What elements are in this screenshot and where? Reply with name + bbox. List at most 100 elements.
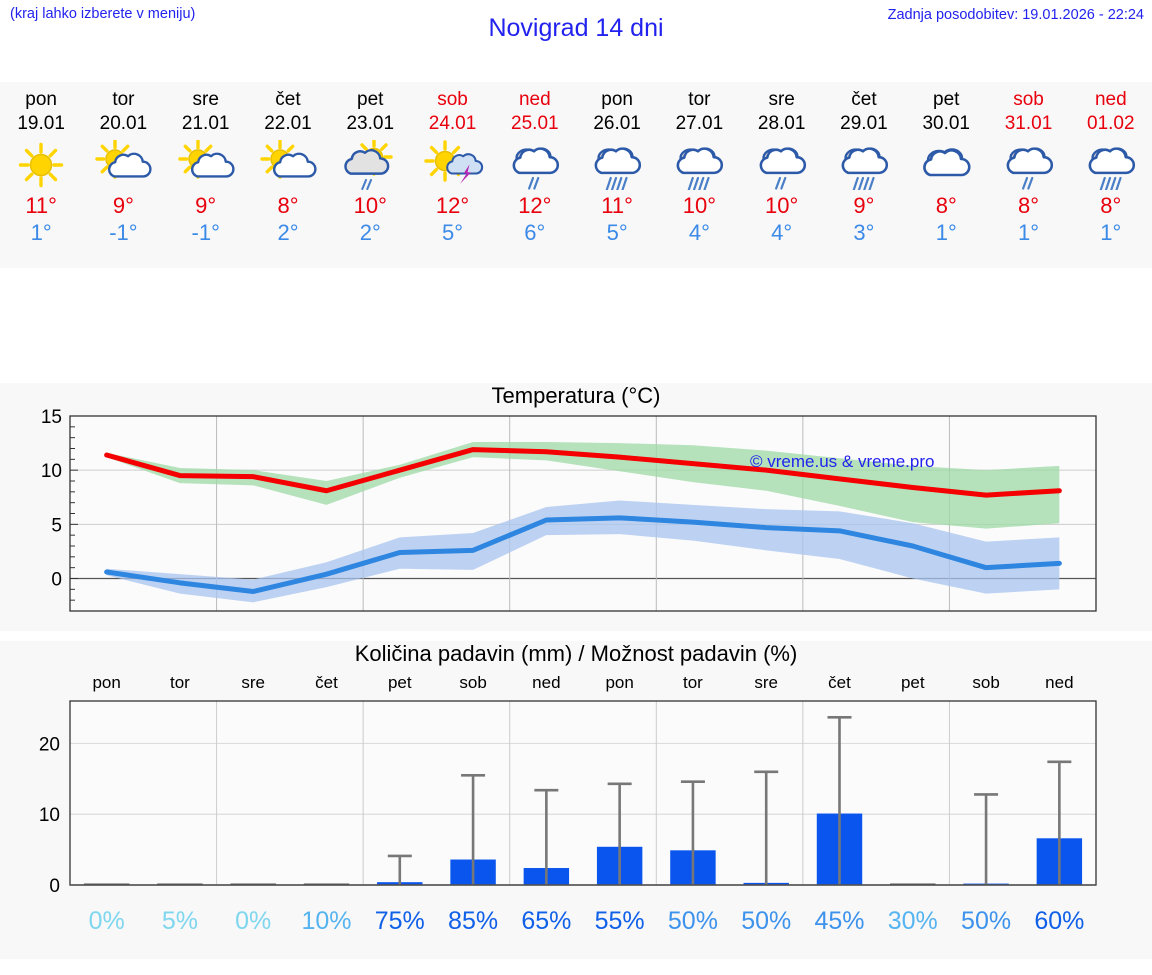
- day-temp-max: 10°: [682, 193, 717, 218]
- svg-text:ned: ned: [1045, 673, 1073, 692]
- day-of-week: tor: [688, 89, 711, 110]
- svg-text:sre: sre: [754, 673, 778, 692]
- day-of-week: čet: [851, 89, 877, 110]
- temperature-chart-title: Temperatura (°C): [491, 383, 661, 408]
- cloud-rain-icon: [997, 138, 1061, 192]
- day-temp-max: 9°: [112, 193, 134, 218]
- svg-text:50%: 50%: [961, 907, 1011, 935]
- svg-text:50%: 50%: [668, 907, 718, 935]
- day-temp-min: 2°: [359, 220, 381, 245]
- daily-forecast-strip: pon 19.01 11° 1° tor 20.01 9° -1° sre 21.01 9° -1° č…: [0, 82, 1152, 268]
- menu-hint-text: (kraj lahko izberete v meniju): [10, 6, 196, 22]
- svg-text:30%: 30%: [888, 907, 938, 935]
- svg-text:pon: pon: [92, 673, 120, 692]
- last-update-text: Zadnja posodobitev: 19.01.2026 - 22:24: [887, 7, 1144, 23]
- day-temp-min: 5°: [606, 220, 628, 245]
- day-column[interactable]: čet 29.01 9° 3°: [823, 82, 905, 268]
- day-column[interactable]: sob 31.01 8° 1°: [987, 82, 1069, 268]
- temperature-chart: 0 5 10 15 © vreme.us & vreme.pro: [41, 407, 1097, 612]
- day-of-week: sre: [768, 89, 795, 110]
- day-column[interactable]: pet 23.01 10° 2°: [329, 82, 411, 268]
- day-temp-min: -1°: [109, 220, 138, 245]
- svg-text:55%: 55%: [595, 907, 645, 935]
- temperature-chart-block: Temperatura (°C) 0 5 10 15 © vreme.us & vrem…: [0, 383, 1152, 631]
- day-of-week: pet: [357, 89, 384, 110]
- day-column[interactable]: tor 27.01 10° 4°: [658, 82, 740, 268]
- day-of-week: sre: [192, 89, 219, 110]
- precipitation-chart-title: Količina padavin (mm) / Možnost padavin …: [354, 641, 798, 666]
- day-column[interactable]: ned 01.02 8° 1°: [1070, 82, 1152, 268]
- day-column[interactable]: čet 22.01 8° 2°: [247, 82, 329, 268]
- day-temp-min: 1°: [1100, 220, 1122, 245]
- svg-text:0: 0: [49, 876, 60, 897]
- sun-cloud-icon: [91, 138, 155, 192]
- day-column[interactable]: pet 30.01 8° 1°: [905, 82, 987, 268]
- top-bar: (kraj lahko izberete v meniju) Novigrad …: [0, 0, 1152, 62]
- day-column[interactable]: sre 21.01 9° -1°: [165, 82, 247, 268]
- svg-text:© vreme.us & vreme.pro: © vreme.us & vreme.pro: [750, 452, 934, 471]
- day-temp-max: 8°: [1100, 193, 1122, 218]
- svg-text:20: 20: [39, 734, 60, 755]
- day-temp-max: 9°: [195, 193, 217, 218]
- svg-text:čet: čet: [315, 673, 338, 692]
- svg-text:85%: 85%: [448, 907, 498, 935]
- cloud-rain-icon: [503, 138, 567, 192]
- day-temp-max: 11°: [601, 193, 633, 218]
- precipitation-chart-block: Količina padavin (mm) / Možnost padavin …: [0, 641, 1152, 959]
- day-date: 31.01: [1004, 113, 1053, 134]
- day-date: 30.01: [922, 113, 970, 134]
- svg-text:tor: tor: [683, 673, 703, 692]
- svg-text:75%: 75%: [375, 907, 425, 935]
- day-date: 25.01: [511, 113, 559, 134]
- svg-text:10: 10: [41, 461, 62, 482]
- day-column[interactable]: sob 24.01 12° 5°: [411, 82, 493, 268]
- svg-text:0: 0: [51, 570, 62, 591]
- cloud-rain-heavy-icon: [585, 138, 649, 192]
- day-temp-max: 12°: [518, 193, 552, 218]
- svg-text:10: 10: [39, 805, 60, 826]
- svg-text:tor: tor: [170, 673, 190, 692]
- svg-text:0%: 0%: [235, 907, 271, 935]
- sun-icon: [9, 138, 73, 192]
- svg-text:sob: sob: [972, 673, 999, 692]
- day-date: 19.01: [17, 113, 65, 134]
- svg-text:15: 15: [41, 407, 62, 428]
- svg-text:čet: čet: [828, 673, 851, 692]
- day-column[interactable]: pon 26.01 11° 5°: [576, 82, 658, 268]
- svg-text:sob: sob: [459, 673, 486, 692]
- day-column[interactable]: tor 20.01 9° -1°: [82, 82, 164, 268]
- svg-text:50%: 50%: [741, 907, 791, 935]
- day-of-week: pet: [933, 89, 960, 110]
- day-temp-min: -1°: [191, 220, 220, 245]
- day-date: 24.01: [428, 113, 477, 134]
- day-temp-min: 1°: [1017, 220, 1040, 245]
- day-column[interactable]: pon 19.01 11° 1°: [0, 82, 82, 268]
- day-temp-min: 1°: [30, 220, 52, 245]
- precipitation-chart: pon tor sre čet pet sob ned pon tor sre čet pet sob n…: [39, 673, 1097, 935]
- svg-text:45%: 45%: [814, 907, 864, 935]
- day-temp-max: 10°: [353, 193, 387, 218]
- day-of-week: pon: [601, 89, 633, 110]
- day-date: 21.01: [181, 113, 230, 134]
- svg-text:60%: 60%: [1034, 907, 1084, 935]
- day-temp-max: 8°: [935, 193, 957, 218]
- svg-text:65%: 65%: [521, 907, 571, 935]
- day-date: 01.02: [1087, 113, 1135, 134]
- day-column[interactable]: sre 28.01 10° 4°: [741, 82, 823, 268]
- day-date: 22.01: [264, 113, 312, 134]
- day-date: 29.01: [840, 113, 888, 134]
- day-date: 28.01: [757, 113, 806, 134]
- sun-cloud-thunder-icon: [421, 138, 485, 192]
- day-of-week: ned: [1094, 89, 1127, 110]
- svg-text:10%: 10%: [301, 907, 351, 935]
- page-title: Novigrad 14 dni: [488, 14, 664, 42]
- day-date: 27.01: [675, 113, 724, 134]
- day-of-week: sob: [437, 89, 468, 110]
- day-temp-max: 12°: [435, 193, 470, 218]
- day-of-week: ned: [518, 89, 551, 110]
- day-column[interactable]: ned 25.01 12° 6°: [494, 82, 576, 268]
- svg-text:0%: 0%: [89, 907, 125, 935]
- svg-text:ned: ned: [532, 673, 560, 692]
- day-of-week: sob: [1013, 89, 1044, 110]
